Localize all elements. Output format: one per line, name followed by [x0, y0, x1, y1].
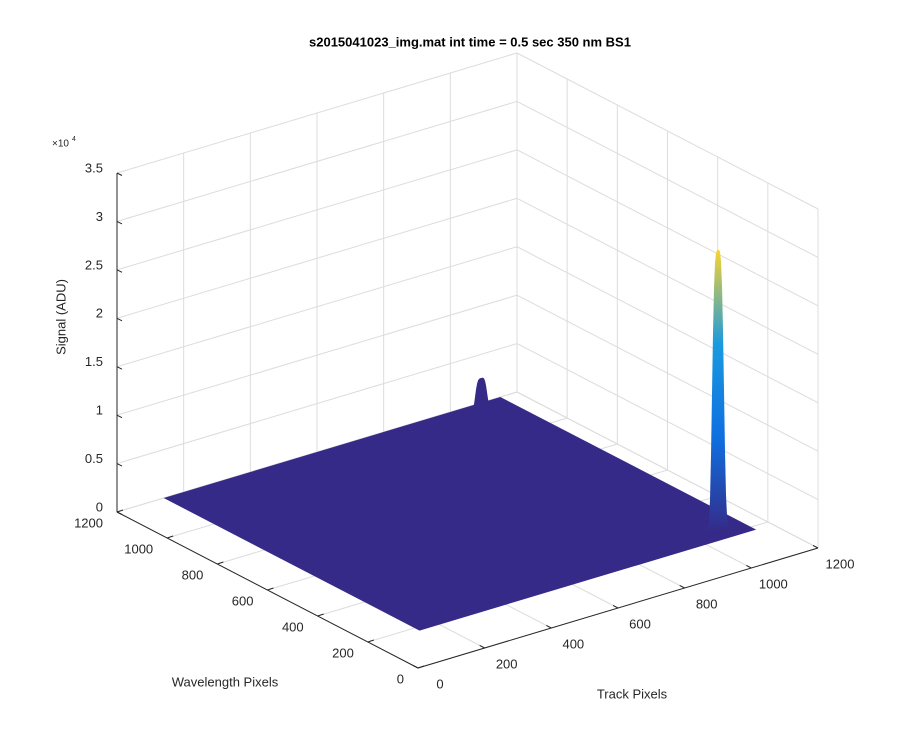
grid-line: [516, 294, 819, 452]
x-tick: [546, 624, 552, 629]
peak: [470, 377, 493, 418]
z-tick: [116, 172, 123, 176]
grid-line: [116, 197, 518, 319]
grid-line: [516, 343, 819, 501]
z-axis-label: Signal (ADU): [53, 279, 68, 355]
grid-line: [516, 197, 819, 355]
x-tick: [612, 604, 619, 609]
x-tick: [746, 564, 752, 569]
z-tick: [116, 366, 123, 370]
x-tick-label: 400: [562, 636, 584, 651]
x-tick-label: 1000: [759, 576, 788, 591]
peak: [707, 249, 729, 533]
x-tick-label: 200: [496, 656, 518, 671]
grid-line: [116, 149, 518, 271]
x-axis-label: Track Pixels: [597, 686, 668, 701]
z-tick: [116, 220, 123, 225]
marks: [163, 249, 757, 631]
x-tick-label: 800: [696, 596, 718, 611]
y-tick: [116, 509, 124, 513]
z-exponent: 4: [72, 136, 76, 143]
y-tick-label: 200: [332, 645, 354, 660]
z-tick-label: 1: [96, 403, 103, 418]
grid-line: [516, 149, 819, 307]
z-tick-label: 0: [96, 499, 103, 514]
z-tick: [116, 463, 123, 467]
z-tick: [116, 269, 123, 273]
y-tick-label: 1000: [124, 541, 153, 556]
z-tick-label: 2.5: [85, 257, 103, 272]
grid-line: [116, 52, 518, 174]
x-tick-label: 1200: [826, 556, 855, 571]
z-tick: [116, 414, 123, 419]
z-tick-label: 3: [96, 209, 103, 224]
axes: 0200400600800100012000200400600800100012…: [74, 160, 854, 691]
grid-line: [516, 52, 819, 210]
z-tick-label: 0.5: [85, 451, 103, 466]
x-axis: [417, 547, 819, 669]
z-tick-label: 2: [96, 306, 103, 321]
z-multiplier: ×10: [52, 139, 69, 150]
y-tick-label: 400: [282, 619, 304, 634]
x-tick-label: 0: [436, 676, 443, 691]
y-tick-label: 600: [232, 593, 254, 608]
x-tick-label: 600: [629, 616, 651, 631]
y-axis-label: Wavelength Pixels: [172, 674, 279, 689]
y-axis: [116, 511, 419, 669]
y-tick-label: 1200: [74, 515, 103, 530]
z-tick-label: 1.5: [85, 354, 103, 369]
grid-line: [516, 246, 819, 404]
y-tick: [167, 535, 174, 539]
grid-line: [516, 391, 819, 549]
chart-title: s2015041023_img.mat int time = 0.5 sec 3…: [309, 34, 631, 49]
grid-line: [516, 100, 819, 258]
x-tick: [812, 544, 819, 549]
grid-line: [116, 343, 518, 465]
x-tick: [479, 644, 485, 649]
y-tick: [367, 639, 374, 643]
grid-line: [116, 246, 518, 368]
surface: [163, 397, 757, 631]
y-tick: [217, 561, 224, 565]
x-tick: [679, 584, 685, 589]
y-tick: [317, 613, 324, 617]
y-tick: [267, 587, 274, 591]
grid-line: [116, 100, 518, 222]
z-tick: [116, 317, 123, 322]
y-tick-label: 800: [182, 567, 204, 582]
grid-line: [116, 294, 518, 416]
z-tick-label: 3.5: [85, 160, 103, 175]
y-tick-label: 0: [397, 671, 404, 686]
